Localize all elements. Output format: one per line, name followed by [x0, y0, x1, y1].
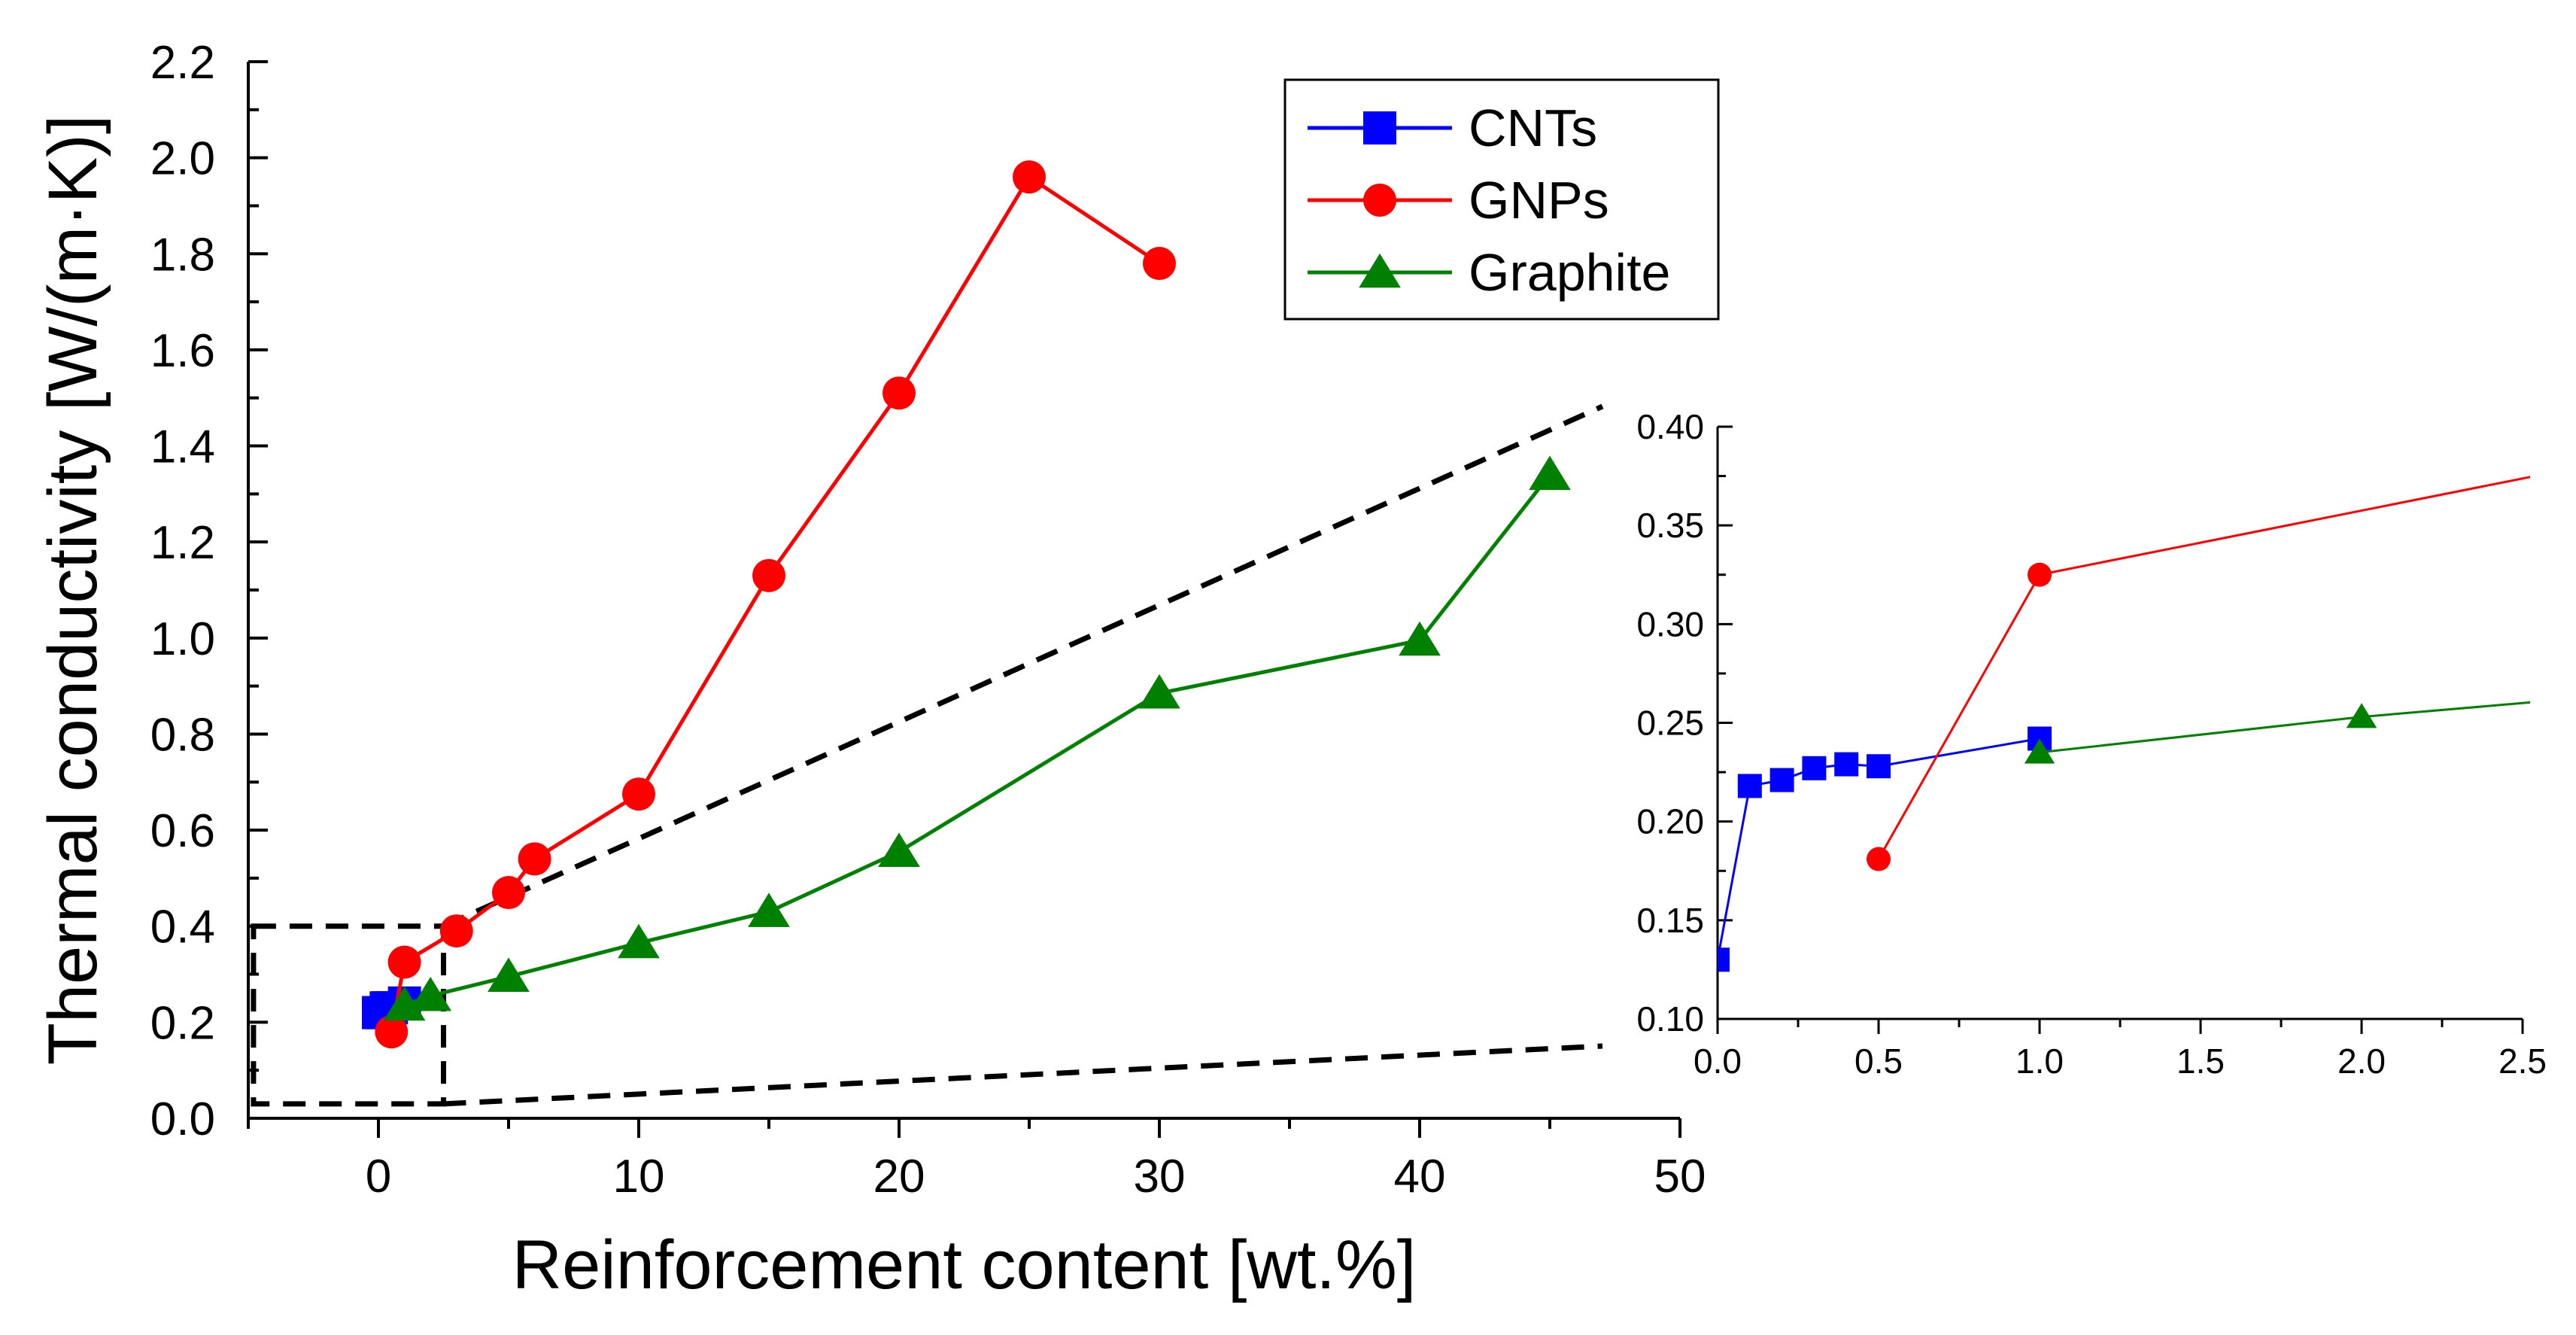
inset-point-cnts — [1769, 768, 1794, 792]
main-x-tick-label: 20 — [873, 1151, 925, 1203]
legend-marker-cnts — [1363, 111, 1396, 144]
inset-x-tick-label: 0.0 — [1694, 1042, 1742, 1081]
legend-label-cnts: CNTs — [1469, 99, 1597, 157]
main-point-graphite — [748, 893, 790, 927]
main-y-tick-label: 0.0 — [150, 1093, 215, 1145]
main-y-tick-label: 2.2 — [150, 37, 215, 89]
main-series-line-graphite — [403, 473, 1551, 1008]
inset-x-tick-label: 1.0 — [2016, 1042, 2064, 1081]
main-y-tick-label: 0.6 — [150, 805, 215, 857]
main-chart: 0.0 0.2 0.4 0.6 0.8 1.0 1.2 1.4 1.6 1.8 2.0 2.2 0 10 2… — [35, 37, 1706, 1303]
inset-x-tick-label: 1.5 — [2177, 1042, 2225, 1081]
main-y-tick-label: 1.4 — [150, 421, 215, 473]
main-y-tick-label: 2.0 — [150, 133, 215, 185]
x-axis-label: Reinforcement content [wt.%] — [512, 1227, 1417, 1303]
inset-point-graphite — [2024, 738, 2055, 764]
legend-marker-gnps — [1363, 184, 1396, 217]
inset-y-tick-label: 0.15 — [1636, 901, 1704, 940]
main-point-gnps — [622, 777, 655, 811]
inset-series-line-graphite — [2039, 701, 2530, 754]
legend-marker-graphite — [1359, 253, 1401, 288]
main-y-tick-label: 0.8 — [150, 709, 215, 761]
main-x-tick-label: 30 — [1134, 1151, 1186, 1203]
main-point-gnps — [1013, 160, 1046, 194]
main-point-graphite — [383, 986, 426, 1021]
inset-y-tick-label: 0.30 — [1636, 604, 1704, 643]
main-point-gnps — [492, 876, 525, 910]
main-point-gnps — [387, 945, 421, 979]
y-axis-label: Thermal conductivity [W/(m·K)] — [35, 115, 111, 1066]
main-point-gnps — [518, 842, 551, 876]
main-y-tick-label: 1.0 — [150, 613, 215, 665]
main-point-graphite — [409, 976, 452, 1011]
inset-point-cnts — [1737, 774, 1762, 798]
main-point-graphite — [878, 832, 920, 868]
inset-x-tick-label: 2.0 — [2338, 1042, 2386, 1081]
zoom-connector-upper — [442, 403, 1604, 929]
inset-point-cnts — [1867, 754, 1891, 779]
main-series-line-gnps — [389, 174, 1161, 1032]
legend-label-gnps: GNPs — [1469, 171, 1609, 230]
main-point-gnps — [439, 914, 473, 948]
inset-y-tick-label: 0.20 — [1636, 802, 1704, 841]
main-point-gnps — [1143, 247, 1176, 281]
main-point-graphite — [1138, 674, 1180, 709]
inset-x-tick-label: 0.5 — [1855, 1042, 1903, 1081]
main-x-tick-label: 0 — [366, 1151, 391, 1203]
legend: CNTs GNPs Graphite — [1283, 78, 1720, 321]
inset-point-graphite — [2346, 703, 2377, 728]
main-y-tick-label: 0.2 — [150, 997, 215, 1049]
main-point-gnps — [375, 1015, 409, 1049]
zoom-indicator-layer — [251, 403, 1604, 1107]
main-y-tick-label: 0.4 — [150, 902, 215, 953]
inset-series-line-gnps — [1877, 476, 2530, 860]
main-point-graphite — [618, 923, 660, 959]
inset-point-gnps — [2028, 562, 2052, 587]
main-x-tick-label: 40 — [1394, 1151, 1446, 1203]
inset-plot-area — [1718, 476, 2530, 972]
main-point-gnps — [882, 376, 916, 410]
inset-point-cnts — [1834, 752, 1859, 777]
inset-y-tick-label: 0.35 — [1636, 506, 1704, 545]
main-point-graphite — [1399, 621, 1441, 656]
inset-y-tick-label: 0.10 — [1636, 999, 1704, 1039]
main-y-tick-label: 1.6 — [150, 325, 215, 377]
main-point-graphite — [1529, 455, 1571, 491]
legend-label-graphite: Graphite — [1469, 243, 1670, 302]
inset-point-gnps — [1867, 847, 1891, 871]
main-y-tick-label: 1.2 — [150, 517, 215, 569]
inset-point-cnts — [1718, 947, 1730, 972]
inset-point-cnts — [1802, 756, 1827, 780]
main-y-tick-label: 1.8 — [150, 229, 215, 281]
inset-x-tick-label: 2.5 — [2499, 1042, 2547, 1081]
inset-y-tick-label: 0.40 — [1636, 407, 1704, 446]
main-x-tick-label: 10 — [613, 1151, 665, 1203]
main-point-graphite — [488, 957, 530, 992]
main-point-gnps — [752, 558, 785, 592]
zoom-connector-lower — [443, 1043, 1603, 1107]
main-x-tick-label: 50 — [1654, 1151, 1706, 1203]
inset-chart: 0.10 0.15 0.20 0.25 0.30 0.35 0.40 0.0 0.5 1.0 1.5… — [1636, 407, 2547, 1081]
inset-y-tick-label: 0.25 — [1636, 704, 1704, 743]
